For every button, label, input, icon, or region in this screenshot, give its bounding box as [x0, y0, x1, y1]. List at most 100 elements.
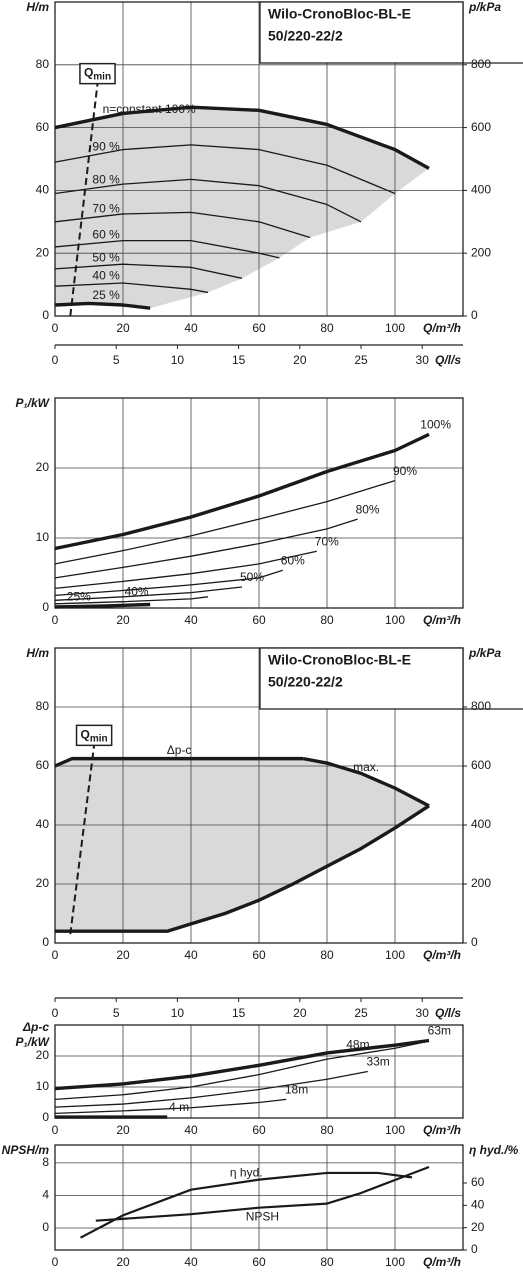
x-tick-label: 0: [52, 948, 59, 962]
curve-label: 18m: [285, 1083, 308, 1097]
x-tick-label: 0: [52, 321, 59, 335]
plot-frame: [54, 397, 464, 609]
y-tick-label: 0: [42, 1220, 49, 1234]
x-tick-label: 80: [320, 1255, 334, 1269]
qmin-subscript: min: [93, 71, 111, 82]
curve: [54, 596, 209, 605]
y2-tick-label: 400: [471, 183, 491, 197]
y2-tick-label: 200: [471, 245, 491, 259]
x2-tick-label: 10: [171, 1006, 185, 1020]
curve: [79, 1171, 413, 1239]
y-axis-label: H/m: [26, 0, 49, 14]
curve-label: 33m: [366, 1055, 389, 1069]
qmin-box: [75, 724, 113, 747]
plot-frame: [54, 1024, 464, 1119]
x2-tick-label: 25: [354, 353, 368, 367]
curve-label: 25%: [67, 590, 91, 604]
plot-frame: [54, 647, 464, 944]
plot-frame: [54, 1144, 464, 1251]
y-axis-label: P₁/kW: [15, 1035, 50, 1049]
x-tick-label: 60: [252, 948, 266, 962]
x-tick-label: 40: [184, 948, 198, 962]
x2-axis-label: Q/l/s: [435, 353, 461, 367]
y-tick-label: 20: [36, 876, 50, 890]
curve-label: 80%: [356, 502, 380, 516]
curve-label: max.: [353, 760, 379, 774]
y-tick-label: 60: [36, 758, 50, 772]
x-tick-label: 40: [184, 1123, 198, 1137]
x-tick-label: 20: [116, 1123, 130, 1137]
qmin-line: [69, 745, 96, 935]
x2-tick-label: 0: [52, 353, 59, 367]
curve: [54, 518, 358, 579]
qmin-label: Qmin: [81, 728, 108, 744]
curve-label: 50%: [240, 570, 264, 584]
x-axis-label: Q/m³/h: [423, 1123, 461, 1137]
y-tick-label: 80: [36, 699, 50, 713]
y-axis-label: Δp-c: [22, 1020, 49, 1034]
y2-axis-label: p/kPa: [468, 0, 501, 14]
curve: [54, 479, 396, 565]
qmin-subscript: min: [90, 733, 108, 744]
x-tick-label: 40: [184, 613, 198, 627]
y2-tick-label: 400: [471, 817, 491, 831]
curve: [54, 263, 243, 279]
chart-title: 50/220-22/2: [268, 28, 343, 44]
x-tick-label: 80: [320, 321, 334, 335]
curve-label: 70%: [315, 534, 339, 548]
operating-range: [55, 758, 429, 932]
qmin-symbol: Q: [81, 728, 90, 742]
y2-tick-label: 600: [471, 758, 491, 772]
curve-label: 48m: [346, 1037, 369, 1051]
curve: [54, 1070, 368, 1108]
y2-tick-label: 0: [471, 1242, 478, 1256]
y-tick-label: 20: [36, 460, 50, 474]
chart-title: Wilo-CronoBloc-BL-E: [268, 6, 411, 22]
curve: [54, 1038, 430, 1091]
y-axis-label: NPSH/m: [2, 1143, 50, 1157]
curve-label: 63m: [428, 1024, 451, 1038]
x-tick-label: 80: [320, 613, 334, 627]
x2-tick-label: 20: [293, 353, 307, 367]
curve: [54, 1098, 287, 1114]
x-axis-label: Q/m³/h: [423, 613, 461, 627]
x-tick-label: 20: [116, 948, 130, 962]
curve: [54, 569, 284, 597]
curve-label: 40%: [125, 584, 149, 598]
x-tick-label: 0: [52, 1255, 59, 1269]
curve-label: 4 m: [169, 1100, 189, 1114]
curve: [54, 550, 317, 590]
x2-tick-label: 20: [293, 1006, 307, 1020]
y-tick-label: 60: [36, 120, 50, 134]
x-tick-label: 80: [320, 1123, 334, 1137]
curve: [54, 144, 396, 195]
curve: [95, 1165, 430, 1222]
chart-title: 50/220-22/2: [268, 674, 343, 690]
curve-label: NPSH: [246, 1210, 279, 1224]
y2-tick-label: 200: [471, 876, 491, 890]
x-tick-label: 20: [116, 321, 130, 335]
qmin-symbol: Q: [84, 66, 93, 80]
x2-tick-label: 5: [113, 1006, 120, 1020]
curve: [54, 211, 311, 239]
curve: [55, 804, 430, 933]
x-tick-label: 40: [184, 321, 198, 335]
y-axis-label: P₁/kW: [15, 396, 50, 410]
x2-tick-label: 30: [416, 1006, 430, 1020]
curve: [302, 756, 430, 808]
operating-range: [55, 107, 429, 309]
y-tick-label: 10: [36, 530, 50, 544]
x2-tick-label: 5: [113, 353, 120, 367]
curve-label: 100%: [420, 418, 451, 432]
curve: [54, 282, 209, 294]
x-tick-label: 100: [385, 1255, 405, 1269]
x-axis-label: Q/m³/h: [423, 321, 461, 335]
y-tick-label: 4: [42, 1188, 49, 1202]
curve-label: 50 %: [92, 250, 120, 264]
y2-tick-label: 0: [471, 308, 478, 322]
y-tick-label: 0: [42, 308, 49, 322]
curve-label: η hyd.: [230, 1166, 263, 1180]
curve: [54, 586, 243, 601]
qmin-box: [79, 62, 116, 85]
y-tick-label: 20: [36, 245, 50, 259]
